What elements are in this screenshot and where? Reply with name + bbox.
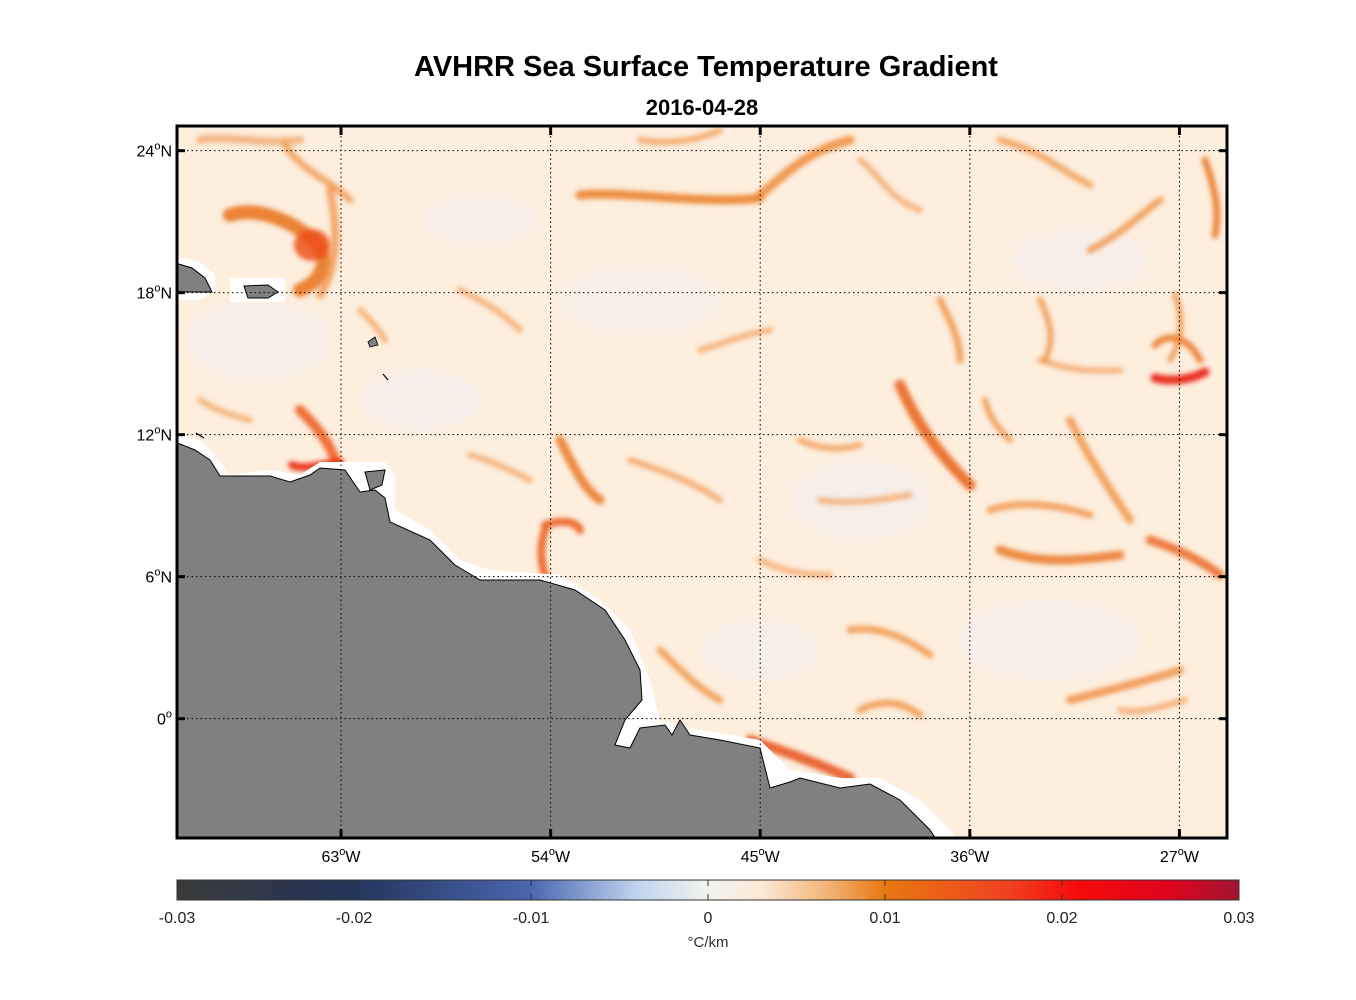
map-gridlines (178, 127, 1226, 837)
colorbar-ticks: -0.03 -0.02 -0.01 0 0.01 0.02 0.03 (159, 880, 1255, 927)
lat-degree: 24 (137, 144, 155, 161)
lon-tick-label: 36oW (950, 846, 990, 866)
colorbar-tick-label: 0.01 (869, 910, 900, 927)
degree-symbol: o (154, 425, 160, 437)
front-caribbean-core (294, 229, 330, 261)
tick-marks (177, 127, 1227, 837)
map-frame (175, 124, 1229, 840)
lon-hemisphere: W (555, 849, 571, 866)
degree-symbol: o (166, 709, 172, 721)
trinidad-land (364, 469, 386, 491)
lon-degree: 36 (950, 849, 968, 866)
colorbar-tick-label: -0.03 (159, 910, 196, 927)
lat-degree: 6 (145, 570, 154, 587)
degree-symbol: o (759, 846, 765, 858)
lon-hemisphere: W (1184, 849, 1200, 866)
lon-degree: 63 (322, 849, 340, 866)
lat-hemisphere: N (160, 428, 172, 445)
lat-degree: 12 (137, 428, 155, 445)
lon-hemisphere: W (974, 849, 990, 866)
lat-tick-label: 0o (157, 709, 172, 729)
colorbar-tick-label: -0.01 (513, 910, 550, 927)
tiny-island (367, 336, 379, 348)
degree-symbol: o (339, 846, 345, 858)
puerto-rico-land (178, 263, 213, 294)
lat-hemisphere: N (160, 570, 172, 587)
lon-degree: 45 (741, 849, 759, 866)
lon-degree: 54 (531, 849, 549, 866)
degree-symbol: o (154, 141, 160, 153)
lat-tick-label: 24oN (137, 141, 172, 161)
colorbar-tick-label: 0.03 (1223, 910, 1254, 927)
front-east-core (1150, 367, 1210, 385)
lat-tick-label: 12oN (137, 425, 172, 445)
lat-degree: 0 (157, 712, 166, 729)
map-area (178, 127, 1226, 837)
map-subtitle: 2016-04-28 (646, 95, 759, 120)
lat-tick-label: 18oN (137, 283, 172, 303)
degree-symbol: o (549, 846, 555, 858)
lat-tick-label: 6oN (145, 567, 172, 587)
longitude-labels: 63oW 54oW 45oW 36oW 27oW (322, 846, 1200, 866)
map-title: AVHRR Sea Surface Temperature Gradient (414, 51, 998, 83)
land-masses (178, 256, 955, 837)
tiny-island-3 (195, 432, 205, 439)
lon-tick-label: 54oW (531, 846, 571, 866)
colorbar-unit: °C/km (688, 934, 729, 951)
lat-hemisphere: N (160, 144, 172, 161)
south-america-land (178, 442, 936, 837)
degree-symbol: o (154, 283, 160, 295)
degree-symbol: o (968, 846, 974, 858)
ocean-texture (190, 195, 1150, 680)
sst-fronts (196, 127, 1225, 783)
lon-hemisphere: W (765, 849, 781, 866)
lon-hemisphere: W (345, 849, 361, 866)
lat-degree: 18 (137, 286, 155, 303)
colorbar-tick-label: 0 (704, 910, 713, 927)
lat-hemisphere: N (160, 286, 172, 303)
lon-tick-label: 27oW (1160, 846, 1200, 866)
lon-tick-label: 45oW (741, 846, 781, 866)
lon-tick-label: 63oW (322, 846, 362, 866)
colorbar-tick-label: -0.02 (336, 910, 373, 927)
colorbar-tick-label: 0.02 (1046, 910, 1077, 927)
degree-symbol: o (1178, 846, 1184, 858)
lon-degree: 27 (1160, 849, 1178, 866)
degree-symbol: o (154, 567, 160, 579)
small-island-land (243, 284, 279, 299)
tiny-island-2 (382, 373, 389, 381)
